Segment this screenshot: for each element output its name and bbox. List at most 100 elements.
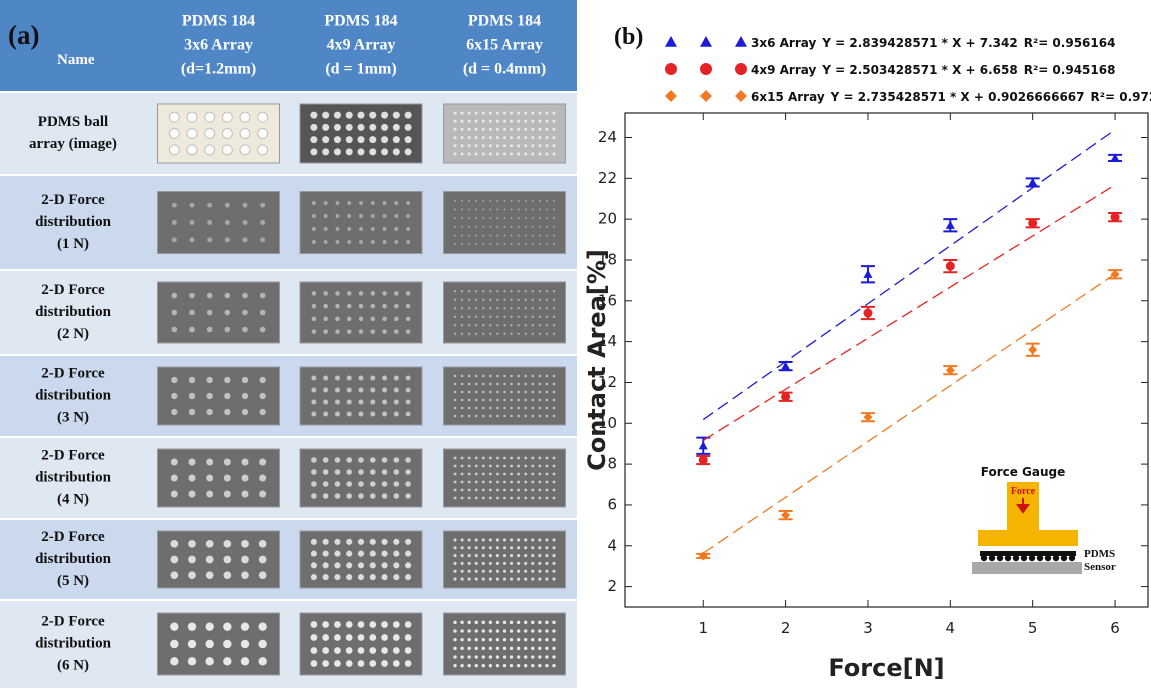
sample-dot: [345, 136, 353, 144]
sample-dot: [334, 634, 341, 641]
sample-dot: [503, 290, 506, 293]
sample-dot: [393, 574, 400, 581]
data-point: [1028, 345, 1038, 355]
sample-dot: [481, 546, 485, 550]
sample-dot: [453, 655, 457, 659]
sample-dot: [488, 488, 492, 492]
pdms-ball: [1044, 554, 1052, 562]
sample-dot: [453, 382, 457, 386]
sample-dot: [503, 243, 506, 246]
sample-dot: [503, 406, 506, 410]
sample-dot: [545, 390, 549, 394]
sample-dot: [481, 111, 485, 115]
sample-dot: [481, 464, 485, 468]
sample-dot: [394, 329, 399, 334]
sample-dot: [545, 382, 549, 386]
sample-dot: [467, 663, 471, 668]
sample-dot: [474, 480, 478, 484]
sample-dot: [517, 225, 520, 228]
sample-dot: [474, 546, 478, 550]
sample-dot: [393, 481, 400, 487]
sample-dot: [545, 374, 549, 378]
legend-equation: Y = 2.839428571 * X + 7.342: [821, 36, 1017, 50]
sample-dot: [510, 577, 514, 581]
sample-dot: [382, 214, 387, 218]
sample-dot: [370, 291, 376, 296]
sample-dot: [503, 152, 506, 156]
sample-dot: [393, 457, 400, 463]
sample-dot: [510, 136, 514, 140]
sample-dot: [453, 324, 457, 327]
sample-dot: [404, 647, 412, 654]
header-bg: [0, 0, 577, 92]
sample-dot: [467, 127, 471, 131]
sample-dot: [242, 326, 248, 333]
sample-dot: [189, 237, 195, 243]
sample-dot: [394, 291, 399, 296]
sample-dot: [482, 298, 485, 301]
sample-dot: [224, 309, 231, 316]
sample-dot: [509, 629, 514, 633]
sample-dot: [453, 290, 457, 293]
sample-dot: [381, 647, 388, 654]
y-tick-label: 20: [598, 210, 617, 228]
sample-dot: [223, 555, 232, 564]
sample-dot: [524, 496, 528, 500]
sample-dot: [205, 571, 214, 580]
sample-dot: [461, 199, 464, 202]
sample-dot: [404, 123, 412, 131]
sample-dot: [517, 374, 520, 378]
sample-dot: [524, 144, 528, 148]
data-point: [698, 455, 708, 465]
inset-sensor: Sensor: [1084, 561, 1116, 573]
sample-dot: [322, 538, 329, 545]
sample-dot: [552, 144, 556, 148]
sample-dot: [404, 111, 412, 119]
sample-dot: [488, 111, 492, 115]
legend-r2: R²= 0.956164: [1024, 36, 1116, 50]
sample-dot: [517, 127, 521, 131]
sample-dot: [538, 480, 542, 484]
sample-dot: [517, 414, 520, 418]
sample-dot: [538, 620, 542, 625]
sample-dot: [323, 399, 329, 405]
sample-dot: [242, 237, 248, 243]
sample-dot: [552, 646, 556, 651]
sample-dot: [531, 646, 535, 651]
sample-dot: [357, 136, 365, 144]
sample-dot: [357, 647, 365, 654]
sample-dot: [188, 376, 196, 384]
sample-dot: [552, 307, 556, 310]
sample-dot: [489, 298, 492, 301]
sample-dot: [258, 539, 267, 548]
sample-dot: [322, 111, 330, 119]
sample-dot: [205, 639, 214, 649]
sample-dot: [358, 316, 364, 322]
sample-dot: [552, 546, 556, 550]
sample-dot: [503, 390, 506, 394]
sample-dot: [323, 303, 328, 309]
sample-dot: [538, 234, 541, 237]
row-label: (6 N): [57, 657, 89, 673]
sample-dot: [453, 561, 457, 565]
sample-dot: [481, 646, 485, 651]
sample-dot: [510, 496, 513, 500]
sample-dot: [381, 660, 388, 667]
sample-dot: [405, 303, 411, 309]
sample-dot: [482, 290, 485, 293]
sample-dot: [189, 309, 195, 316]
sample-dot: [467, 414, 471, 418]
sample-dot: [467, 472, 471, 476]
sample-dot: [370, 375, 376, 381]
sample-dot: [503, 199, 506, 202]
table-panel: (a) Name: [0, 0, 577, 92]
sample-dot: [405, 387, 411, 393]
sample-dot: [453, 538, 457, 542]
sample-dot: [531, 546, 535, 550]
sample-dot: [453, 577, 457, 581]
sample-dot: [496, 464, 499, 468]
pdms-ball: [1068, 554, 1076, 562]
sample-dot: [467, 406, 471, 410]
sample-dot: [524, 152, 528, 156]
sample-dot: [552, 382, 556, 386]
